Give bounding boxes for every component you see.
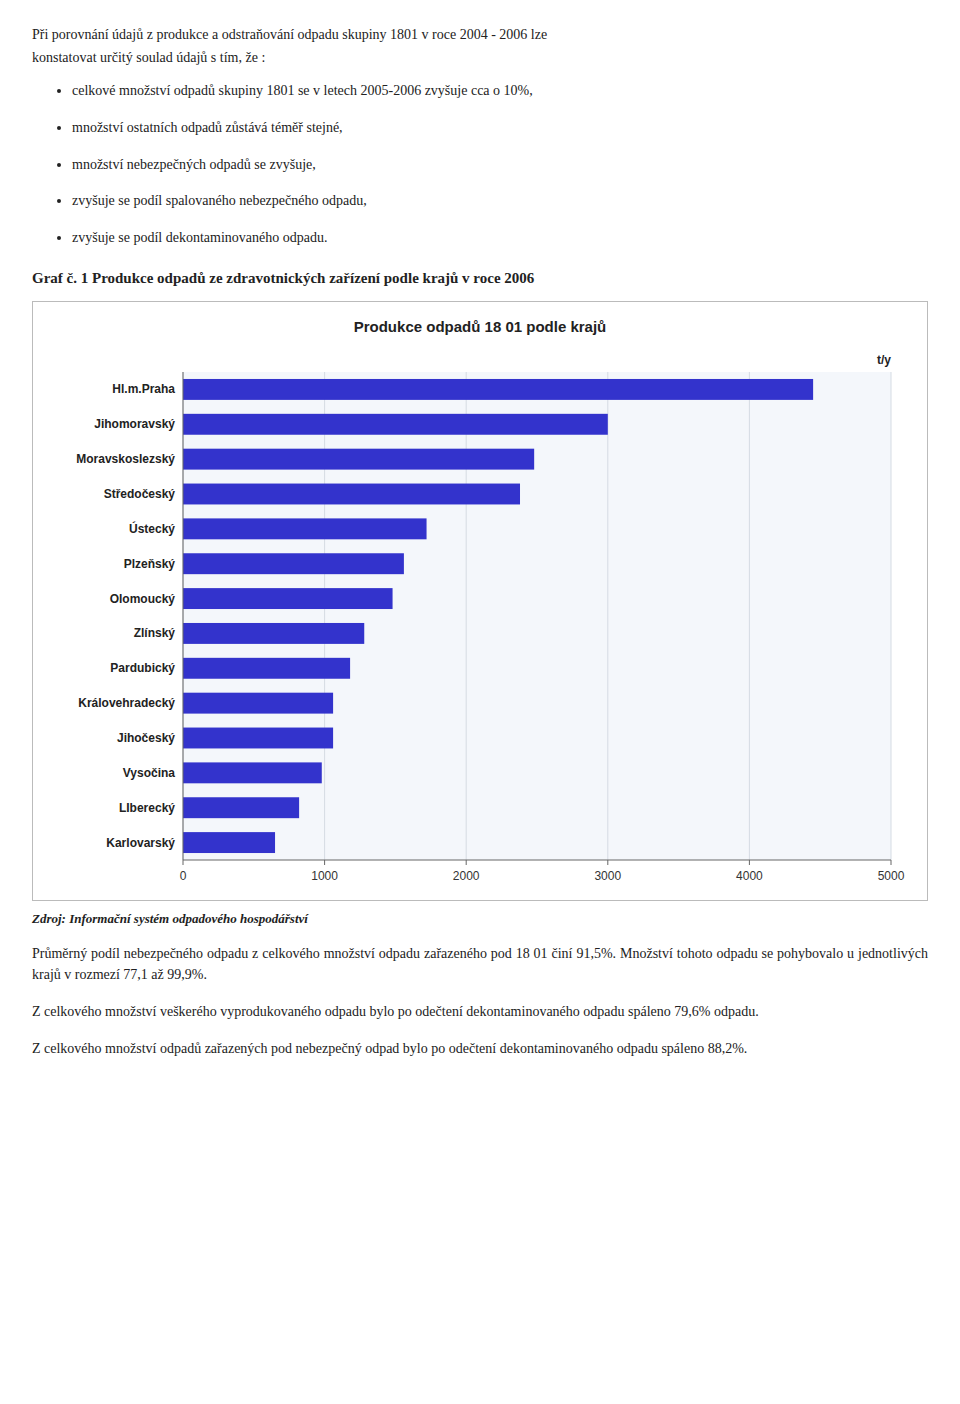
- category-label: Zlínský: [134, 627, 176, 641]
- bar: [183, 379, 813, 400]
- tick-mark: [324, 860, 325, 865]
- bullet-point: celkové množství odpadů skupiny 1801 se …: [72, 82, 928, 101]
- unit-label: t/y: [877, 353, 891, 367]
- grid-line: [183, 372, 184, 860]
- bar: [183, 553, 404, 574]
- plot-background: [183, 372, 891, 860]
- bar: [183, 693, 333, 714]
- bar: [183, 658, 350, 679]
- graph-caption: Graf č. 1 Produkce odpadů ze zdravotnick…: [32, 270, 928, 287]
- header-line: konstatovat určitý soulad údajů s tím, ž…: [32, 49, 928, 68]
- bar: [183, 484, 520, 505]
- chart-title: Produkce odpadů 18 01 podle krajů: [354, 318, 607, 335]
- category-label: Moravskoslezský: [76, 452, 175, 466]
- tick-mark: [607, 860, 608, 865]
- category-label: Středočeský: [104, 487, 176, 501]
- category-label: LIberecký: [119, 801, 175, 815]
- tick-label: 5000: [878, 869, 905, 883]
- category-label: Plzeňský: [124, 557, 176, 571]
- bar: [183, 519, 427, 540]
- category-label: Jihočeský: [117, 731, 175, 745]
- footer-paragraph: Z celkového množství veškerého vyproduko…: [32, 1001, 928, 1022]
- bars: [183, 379, 813, 853]
- bar: [183, 449, 534, 470]
- tick-mark: [891, 860, 892, 865]
- category-label: Olomoucký: [110, 592, 176, 606]
- bullet-point: množství nebezpečných odpadů se zvyšuje,: [72, 156, 928, 175]
- bullet-point: množství ostatních odpadů zůstává téměř …: [72, 119, 928, 138]
- bullet-point: zvyšuje se podíl dekontaminovaného odpad…: [72, 229, 928, 248]
- tick-label: 2000: [453, 869, 480, 883]
- tick-mark: [749, 860, 750, 865]
- bullet-point: zvyšuje se podíl spalovaného nebezpečnéh…: [72, 192, 928, 211]
- bar: [183, 588, 393, 609]
- category-label: Karlovarský: [106, 836, 175, 850]
- tick-mark: [183, 860, 184, 865]
- y-axis-line: [183, 372, 184, 860]
- grid-line: [466, 372, 467, 860]
- footer-paragraph: Z celkového množství odpadů zařazených p…: [32, 1038, 928, 1059]
- chart-box: Produkce odpadů 18 01 podle krajů 0 1000 20…: [32, 301, 928, 901]
- source-text: Zdroj: Informační systém odpadového hosp…: [32, 911, 928, 927]
- grid-line: [607, 372, 608, 860]
- bar: [183, 728, 333, 749]
- category-label: Pardubický: [110, 662, 175, 676]
- category-label: Vysočina: [123, 766, 176, 780]
- category-label: Ústecký: [129, 521, 175, 536]
- chart: Produkce odpadů 18 01 podle krajů 0 1000 20…: [33, 302, 927, 900]
- tick-label: 1000: [311, 869, 338, 883]
- bar: [183, 832, 275, 853]
- bar: [183, 414, 608, 435]
- grid-line: [324, 372, 325, 860]
- category-label: Hl.m.Praha: [112, 383, 175, 397]
- category-label: Jihomoravský: [94, 418, 175, 432]
- tick-label: 0: [180, 869, 187, 883]
- tick-label: 4000: [736, 869, 763, 883]
- grid-line: [891, 372, 892, 860]
- tick-label: 3000: [594, 869, 621, 883]
- x-axis-line: [183, 860, 891, 861]
- page: Při porovnání údajů z produkce a odstraň…: [0, 0, 960, 1059]
- footer-paragraph: Průměrný podíl nebezpečného odpadu z cel…: [32, 943, 928, 985]
- bar: [183, 797, 299, 818]
- tick-mark: [466, 860, 467, 865]
- grid-line: [749, 372, 750, 860]
- bar: [183, 763, 322, 784]
- bullet-list: celkové množství odpadů skupiny 1801 se …: [32, 82, 928, 248]
- category-label: Královehradecký: [78, 696, 175, 710]
- header-line: Při porovnání údajů z produkce a odstraň…: [32, 26, 928, 45]
- bar: [183, 623, 364, 644]
